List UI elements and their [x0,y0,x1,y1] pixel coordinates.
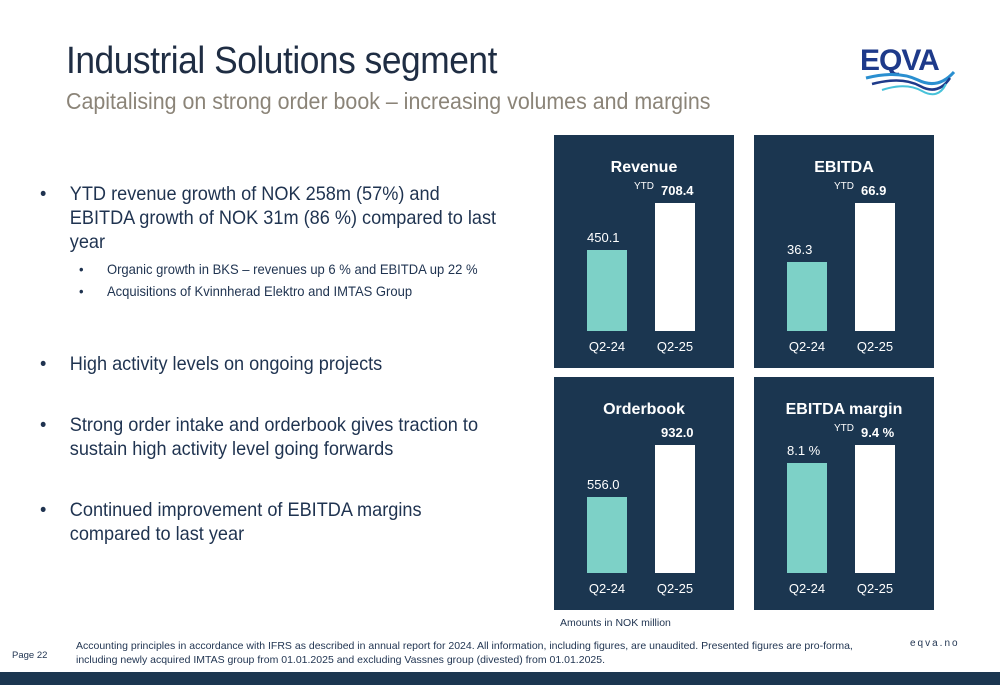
chart-subtitle: YTD [834,423,854,434]
bullet-item: • High activity levels on ongoing project… [40,352,505,376]
data-label: 36.3 [787,242,813,257]
bar-q2-25 [655,203,695,331]
slide-title: Industrial Solutions segment [66,40,497,82]
chart-subtitle: YTD [834,181,854,192]
bar-q2-25 [855,445,895,573]
slide-subtitle: Capitalising on strong order book – incr… [66,88,711,114]
chart-panel-revenue: Revenue YTD 450.1 Q2-24 708.4 Q2-25 [554,135,734,368]
category-label: Q2-24 [588,581,626,596]
bar-q2-25 [655,445,695,573]
sub-bullet-item: • Acquisitions of Kvinnherad Elektro and … [40,280,505,302]
eqva-logo: EQVA [858,40,958,100]
chart-subtitle: YTD [634,181,654,192]
bar-q2-24 [587,497,627,573]
chart-title: Orderbook [603,401,685,418]
logo-text: EQVA [860,44,939,77]
bullet-item: • Strong order intake and orderbook gives… [40,413,505,461]
category-label: Q2-24 [788,581,826,596]
sub-bullet-marker: • [79,283,84,299]
bullet-text: High activity levels on ongoing projects [69,353,383,375]
bullet-text: Continued improvement of EBITDA margins … [69,499,422,545]
page-number: Page 22 [12,650,48,661]
data-label: 556.0 [587,477,620,492]
data-label: 66.9 [861,183,887,198]
bullet-marker: • [40,183,47,205]
bullet-list: • YTD revenue growth of NOK 258m (57%) an… [40,182,505,546]
chart-title: EBITDA margin [785,401,903,418]
data-label: 708.4 [661,183,694,198]
category-label: Q2-24 [788,339,826,354]
chart-panel-ebitda-margin: EBITDA margin YTD 8.1 % Q2-24 9.4 % Q2-25 [754,377,934,610]
chart-panel-orderbook: Orderbook 556.0 Q2-24 932.0 Q2-25 [554,377,734,610]
bullet-marker: • [40,499,47,521]
category-label: Q2-25 [856,339,894,354]
sub-bullet-text: Organic growth in BKS – revenues up 6 % … [106,261,478,277]
bar-q2-24 [587,250,627,331]
data-label: 8.1 % [787,443,821,458]
sub-bullet-text: Acquisitions of Kvinnherad Elektro and I… [106,283,413,299]
data-label: 450.1 [587,230,620,245]
bar-q2-25 [855,203,895,331]
amounts-note: Amounts in NOK million [560,617,671,629]
bar-q2-24 [787,262,827,331]
category-label: Q2-25 [656,581,694,596]
bullet-marker: • [40,353,47,375]
bullet-text: YTD revenue growth of NOK 258m (57%) and… [69,183,497,253]
chart-title: Revenue [610,159,678,176]
website: eqva.no [910,638,960,649]
chart-panel-ebitda: EBITDA YTD 36.3 Q2-24 66.9 Q2-25 [754,135,934,368]
category-label: Q2-25 [856,581,894,596]
sub-bullet-item: • Organic growth in BKS – revenues up 6 %… [40,258,505,280]
chart-title: EBITDA [814,159,874,176]
bar-q2-24 [787,463,827,573]
data-label: 932.0 [661,425,694,440]
bullet-item: • Continued improvement of EBITDA margins… [40,498,505,546]
disclaimer: Accounting principles in accordance with… [76,640,853,666]
category-label: Q2-24 [588,339,626,354]
data-label: 9.4 % [861,425,895,440]
sub-bullet-marker: • [79,261,84,277]
bullet-marker: • [40,414,47,436]
bullet-item: • YTD revenue growth of NOK 258m (57%) an… [40,182,505,254]
category-label: Q2-25 [656,339,694,354]
bullet-text: Strong order intake and orderbook gives … [69,414,479,460]
bottom-strip [0,672,1000,685]
